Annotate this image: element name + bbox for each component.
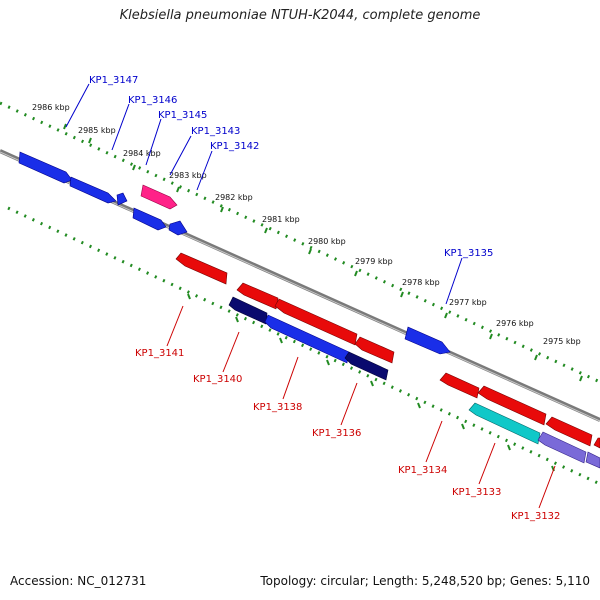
gene-label: KP1_3147 bbox=[89, 75, 138, 86]
scale-label: 2985 kbp bbox=[78, 126, 116, 135]
accession-text: Accession: NC_012731 bbox=[10, 574, 147, 588]
gene-label: KP1_3132 bbox=[511, 511, 560, 522]
gene-arrow bbox=[537, 431, 587, 464]
gene-arrow bbox=[140, 184, 178, 210]
scale-label: 2983 kbp bbox=[169, 171, 207, 180]
gene-arrow bbox=[439, 372, 480, 399]
gene-arrow bbox=[228, 296, 268, 325]
gene-label: KP1_3138 bbox=[253, 402, 302, 413]
forward-leaders bbox=[65, 83, 463, 305]
reverse-gene-labels: KP1_3141 KP1_3140 KP1_3138 KP1_3136 KP1_… bbox=[135, 348, 560, 522]
gene-arrow bbox=[344, 351, 389, 381]
upper-major-ticks bbox=[63, 123, 583, 382]
scale-label: 2984 kbp bbox=[123, 149, 161, 158]
gene-arrow bbox=[69, 176, 117, 204]
gene-label: KP1_3145 bbox=[158, 110, 207, 121]
gene-arrow bbox=[404, 326, 451, 355]
gene-label: KP1_3140 bbox=[193, 374, 242, 385]
topology-summary: Topology: circular; Length: 5,248,520 bp… bbox=[260, 574, 590, 588]
scale-label: 2981 kbp bbox=[262, 215, 300, 224]
gene-arrow bbox=[585, 451, 600, 469]
gene-label: KP1_3143 bbox=[191, 126, 240, 137]
reverse-genes bbox=[175, 252, 600, 469]
scale-label: 2976 kbp bbox=[496, 319, 534, 328]
scale-label: 2986 kbp bbox=[32, 103, 70, 112]
scale-label: 2982 kbp bbox=[215, 193, 253, 202]
lower-scale-track bbox=[7, 206, 600, 486]
gene-label: KP1_3142 bbox=[210, 141, 259, 152]
reverse-leaders bbox=[166, 305, 556, 509]
gene-arrow bbox=[593, 437, 600, 449]
gene-arrow bbox=[274, 298, 358, 346]
gene-arrow bbox=[132, 207, 167, 231]
gene-arrow bbox=[175, 252, 228, 285]
gene-label: KP1_3134 bbox=[398, 465, 447, 476]
scale-label: 2977 kbp bbox=[449, 298, 487, 307]
gene-arrow bbox=[354, 336, 395, 364]
gene-label: KP1_3146 bbox=[128, 95, 177, 106]
gene-arrow bbox=[116, 192, 128, 206]
scale-labels: 2986 kbp 2985 kbp 2984 kbp 2983 kbp 2982… bbox=[32, 103, 581, 346]
gene-label: KP1_3133 bbox=[452, 487, 501, 498]
gene-arrow bbox=[468, 402, 541, 445]
lower-major-ticks bbox=[187, 293, 555, 472]
gene-label: KP1_3136 bbox=[312, 428, 361, 439]
map-title: Klebsiella pneumoniae NTUH-K2044, comple… bbox=[119, 8, 481, 23]
scale-label: 2978 kbp bbox=[402, 278, 440, 287]
gene-label: KP1_3141 bbox=[135, 348, 184, 359]
gene-arrow bbox=[264, 314, 350, 364]
gene-arrow bbox=[477, 385, 547, 426]
gene-arrow bbox=[236, 282, 279, 310]
scale-label: 2975 kbp bbox=[543, 337, 581, 346]
forward-genes bbox=[18, 151, 451, 355]
gene-arrow bbox=[18, 151, 73, 184]
gene-arrow bbox=[545, 416, 593, 447]
gene-arrow bbox=[168, 220, 188, 236]
scale-label: 2979 kbp bbox=[355, 257, 393, 266]
forward-gene-labels: KP1_3147 KP1_3146 KP1_3145 KP1_3143 KP1_… bbox=[89, 75, 493, 259]
gene-label: KP1_3135 bbox=[444, 248, 493, 259]
scale-label: 2980 kbp bbox=[308, 237, 346, 246]
